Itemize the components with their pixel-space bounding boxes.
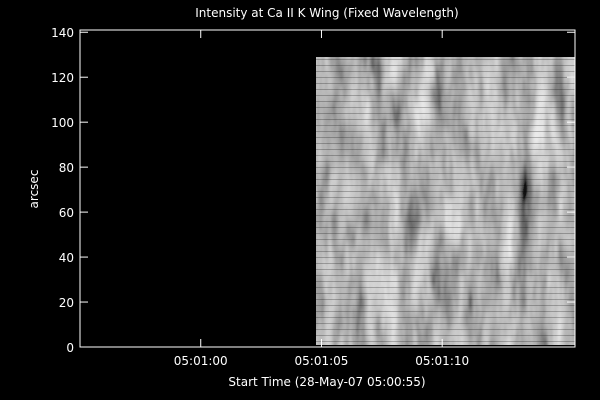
y-tick-label: 140 [51, 26, 74, 40]
image-banding [316, 57, 575, 345]
y-tick-label: 80 [59, 161, 74, 175]
chart-title: Intensity at Ca II K Wing (Fixed Wavelen… [195, 6, 458, 20]
y-tick-label: 0 [66, 341, 74, 355]
y-tick-label: 100 [51, 116, 74, 130]
x-axis-label: Start Time (28-May-07 05:00:55) [228, 375, 425, 389]
y-tick-label: 120 [51, 71, 74, 85]
y-tick-label: 40 [59, 251, 74, 265]
x-tick-label: 05:01:10 [415, 354, 469, 368]
y-tick-label: 20 [59, 296, 74, 310]
intensity-image [316, 57, 575, 345]
x-tick-label: 05:01:00 [174, 354, 228, 368]
x-tick-label: 05:01:05 [295, 354, 349, 368]
y-tick-label: 60 [59, 206, 74, 220]
plot-frame [79, 29, 576, 348]
y-axis-label: arcsec [27, 170, 41, 209]
